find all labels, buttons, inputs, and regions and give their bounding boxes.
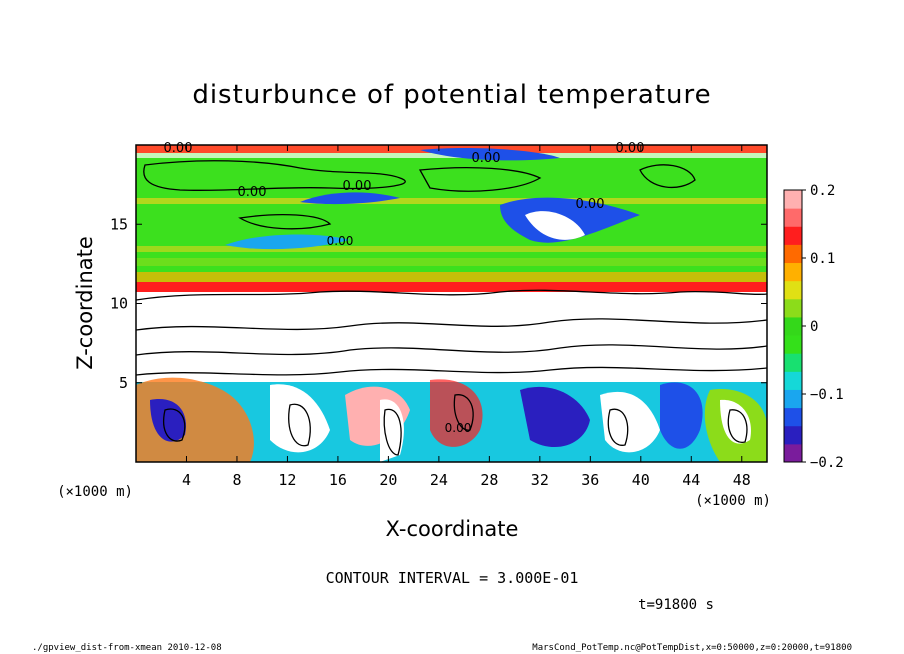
band-yellow-1: [136, 198, 767, 204]
streak-2: [225, 234, 350, 250]
colorbar-segment: [784, 353, 802, 372]
contour-label: 0.00: [472, 151, 501, 166]
band-lime: [136, 258, 767, 266]
x-tick-label: 48: [733, 471, 751, 489]
x-axis: 4 8 12 16 20 24 28 32 36 40 44 48: [182, 145, 751, 489]
footer-right: MarsCond_PotTemp.nc@PotTempDist,x=0:5000…: [532, 643, 852, 653]
x-tick-label: 20: [379, 471, 397, 489]
y-tick-label: 5: [119, 374, 128, 392]
x-axis-label: X-coordinate: [386, 517, 519, 541]
contour-interval-text: CONTOUR INTERVAL = 3.000E-01: [326, 569, 579, 587]
x-tick-label: 44: [682, 471, 700, 489]
contour-label: 0.00: [238, 185, 267, 200]
colorbar-segment: [784, 226, 802, 245]
turbulent-region: [136, 292, 767, 382]
x-tick-label: 24: [430, 471, 448, 489]
heatmap-field: [136, 145, 767, 462]
x-tick-label: 32: [531, 471, 549, 489]
y-unit-label: (×1000 m): [57, 484, 133, 500]
colorbar-segment: [784, 298, 802, 318]
colorbar-tick-label: 0: [810, 319, 818, 335]
plume-1: [136, 377, 254, 462]
colorbar-tick-label: −0.1: [810, 387, 844, 403]
x-tick-label: 36: [581, 471, 599, 489]
streak-1: [300, 192, 400, 205]
colorbar-segment: [784, 443, 802, 463]
x-unit-label: (×1000 m): [695, 493, 771, 509]
colorbar-tick-label: −0.2: [810, 455, 844, 471]
x-tick-label: 28: [480, 471, 498, 489]
y-axis: 5 10 15: [110, 215, 767, 392]
contour-lines: [136, 160, 767, 456]
plume-5: [520, 386, 590, 448]
colorbar-segment: [784, 262, 802, 282]
contour-label: 0.00: [576, 197, 605, 212]
colorbar-segment: [784, 316, 802, 336]
colorbar: [784, 190, 802, 463]
x-tick-label: 4: [182, 471, 191, 489]
colorbar-tick-label: 0.1: [810, 251, 835, 267]
contour-label: 0.00: [164, 141, 193, 156]
colorbar-segment: [784, 335, 802, 354]
contour-label: 0.00: [445, 421, 472, 435]
time-text: t=91800 s: [638, 597, 714, 613]
colorbar-segment: [784, 208, 802, 227]
x-tick-label: 8: [232, 471, 241, 489]
band-red: [136, 282, 767, 292]
plume-7: [660, 382, 703, 449]
x-tick-label: 16: [329, 471, 347, 489]
streak-4: [420, 147, 560, 161]
x-tick-label: 12: [278, 471, 296, 489]
band-orange: [136, 272, 767, 282]
plume-8-core: [720, 399, 751, 444]
colorbar-segment: [784, 280, 802, 300]
colorbar-segment: [784, 425, 802, 445]
streak-3-core: [525, 211, 585, 240]
colorbar-segment: [784, 407, 802, 427]
colorbar-segment: [784, 389, 802, 409]
colorbar-segment: [784, 244, 802, 264]
colorbar-tick-label: 0.2: [810, 183, 835, 199]
plume-6: [600, 391, 660, 453]
colorbar-ticks: 0.2 0.1 0 −0.1 −0.2: [802, 183, 844, 471]
band-yellow-2: [136, 246, 767, 252]
colorbar-segment: [784, 371, 802, 390]
x-tick-label: 40: [632, 471, 650, 489]
y-axis-label: Z-coordinate: [73, 236, 97, 370]
contour-label: 0.00: [327, 234, 354, 248]
plume-2: [270, 384, 330, 453]
chart-title: disturbunce of potential temperature: [192, 80, 711, 110]
y-tick-label: 15: [110, 215, 128, 233]
y-tick-label: 10: [110, 295, 128, 313]
footer-left: ./gpview_dist-from-xmean 2010-12-08: [32, 643, 222, 653]
contour-label: 0.00: [343, 179, 372, 194]
contour-label: 0.00: [616, 141, 645, 156]
colorbar-segment: [784, 190, 802, 209]
